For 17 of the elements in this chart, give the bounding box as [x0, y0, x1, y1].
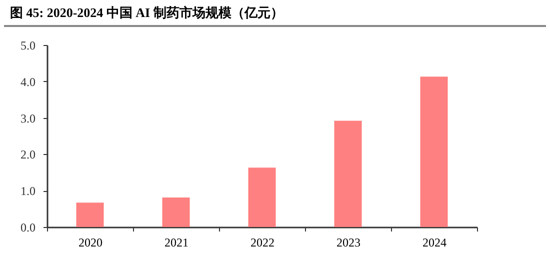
y-tick-label: 0.0: [20, 220, 36, 234]
x-tick-label: 2024: [422, 236, 446, 250]
y-tick-label: 5.0: [20, 38, 36, 52]
x-tick-label: 2020: [78, 236, 102, 250]
x-tick-label: 2022: [250, 236, 274, 250]
bar: [248, 168, 276, 227]
chart-title: 图 45: 2020-2024 中国 AI 制药市场规模（亿元）: [4, 0, 546, 27]
y-tick-label: 3.0: [20, 111, 36, 126]
bar: [76, 202, 104, 227]
bar: [334, 120, 362, 227]
x-tick-label: 2021: [164, 236, 188, 250]
y-tick-label: 1.0: [20, 184, 36, 198]
y-tick-label: 2.0: [20, 148, 36, 162]
x-tick-label: 2023: [336, 236, 360, 250]
y-tick-label: 4.0: [20, 74, 36, 89]
bar: [420, 76, 448, 227]
bar: [162, 198, 190, 227]
